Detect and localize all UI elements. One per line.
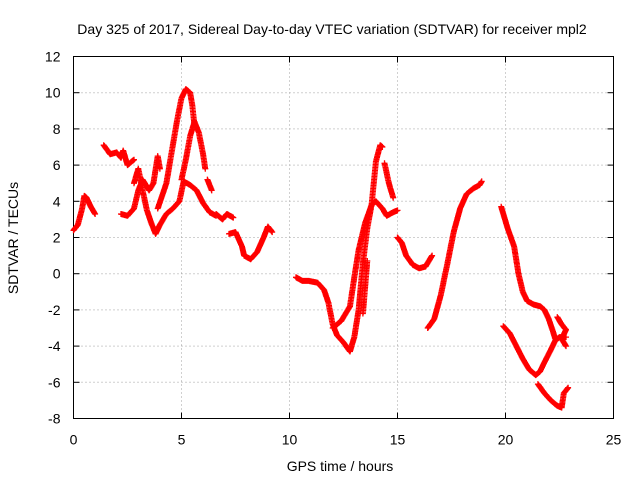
data-segment — [394, 234, 436, 272]
y-tick-label: 0 — [53, 266, 61, 282]
x-axis-label: GPS time / hours — [287, 458, 394, 474]
data-point-markers — [500, 323, 569, 379]
y-tick-label: -8 — [48, 411, 61, 427]
x-tick-label: 0 — [70, 432, 78, 448]
data-point-markers — [329, 198, 401, 331]
x-tick-labels: 0 5 10 15 20 25 — [70, 432, 622, 448]
y-tick-label: 10 — [45, 85, 61, 101]
data-point-markers — [178, 118, 209, 183]
y-tick-label: 4 — [53, 193, 61, 209]
x-tick-label: 5 — [178, 432, 186, 448]
x-tick-label: 15 — [390, 432, 406, 448]
x-tick-label: 10 — [282, 432, 298, 448]
y-tick-label: -4 — [48, 338, 61, 354]
x-tick-label: 25 — [606, 432, 622, 448]
data-point-markers — [381, 160, 397, 201]
data-point-markers — [154, 86, 198, 212]
data-segment — [204, 176, 215, 194]
y-tick-label: 6 — [53, 157, 61, 173]
y-tick-label: -2 — [48, 302, 61, 318]
y-tick-label: 12 — [45, 49, 61, 65]
data-point-markers — [226, 223, 276, 263]
data-markers — [70, 86, 572, 411]
grid — [73, 56, 614, 419]
data-segment — [70, 192, 99, 234]
data-point-markers — [204, 176, 215, 194]
data-point-markers — [554, 314, 569, 350]
data-segment — [381, 160, 397, 201]
data-point-markers — [131, 165, 220, 237]
data-point-markers — [359, 258, 371, 317]
data-segment — [554, 314, 569, 350]
data-segment — [131, 165, 220, 237]
data-point-markers — [394, 234, 436, 272]
y-axis-label: SDTVAR / TECUs — [5, 182, 21, 294]
data-point-markers — [498, 203, 559, 342]
data-point-markers — [534, 381, 572, 411]
data-segment — [534, 381, 572, 411]
y-tick-label: 8 — [53, 121, 61, 137]
y-tick-labels: -8 -6 -4 -2 0 2 4 6 8 10 12 — [45, 49, 61, 427]
x-tick-label: 20 — [498, 432, 514, 448]
axis-ticks — [73, 56, 614, 419]
chart-title: Day 325 of 2017, Sidereal Day-to-day VTE… — [77, 21, 587, 37]
data-segment — [154, 86, 198, 212]
data-segment — [100, 142, 137, 169]
data-point-markers — [70, 192, 99, 234]
data-segment — [329, 198, 401, 331]
data-segment — [213, 211, 237, 223]
data-segment — [178, 118, 209, 183]
data-point-markers — [213, 211, 237, 223]
data-point-markers — [424, 178, 485, 331]
y-tick-label: 2 — [53, 230, 61, 246]
data-segment — [424, 178, 485, 331]
data-segment — [359, 258, 371, 317]
data-segment — [498, 203, 559, 342]
data-segment — [226, 223, 276, 263]
data-point-markers — [100, 142, 137, 169]
data-segment — [500, 323, 569, 379]
y-tick-label: -6 — [48, 374, 61, 390]
